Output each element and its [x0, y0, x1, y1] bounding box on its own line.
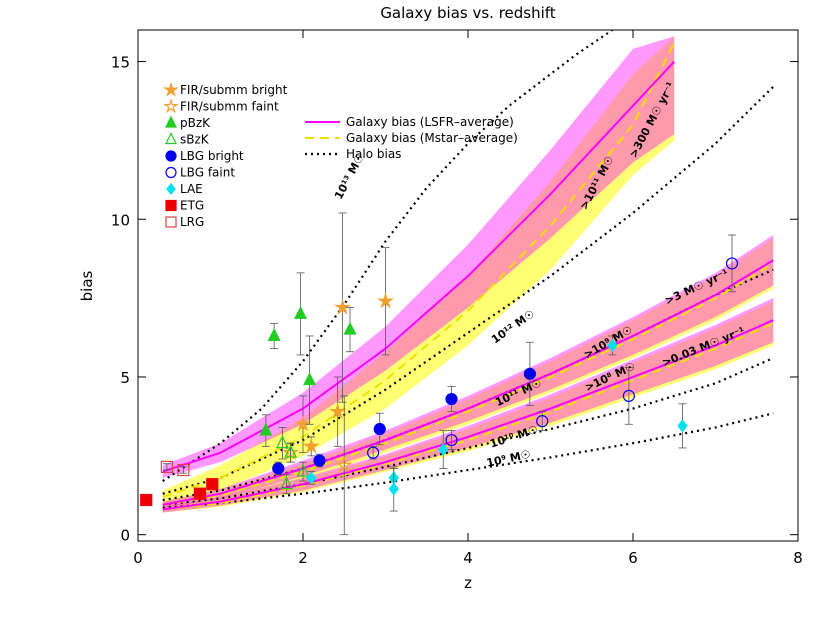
point	[677, 419, 688, 433]
point	[272, 462, 285, 475]
error-band	[162, 36, 675, 478]
point	[302, 437, 320, 454]
plot-area	[140, 30, 775, 536]
y-tick-label: 10	[111, 211, 130, 229]
point	[267, 328, 281, 341]
point	[259, 422, 273, 436]
y-tick-label: 0	[120, 527, 130, 545]
y-axis-label: bias	[78, 270, 96, 301]
point	[294, 305, 307, 319]
point	[438, 443, 449, 456]
legend-label: Galaxy bias (Mstar–average)	[346, 131, 518, 145]
curve	[162, 60, 675, 473]
curve	[162, 412, 774, 509]
point	[445, 433, 458, 447]
point	[280, 476, 293, 490]
curve	[162, 259, 774, 506]
point	[622, 389, 635, 403]
y-tick-label: 15	[111, 54, 130, 72]
legend-marker	[165, 166, 177, 179]
point	[329, 402, 347, 419]
point	[275, 435, 289, 449]
curve	[162, 357, 774, 506]
legend-marker	[165, 115, 177, 128]
point	[160, 460, 173, 473]
legend-label: pBzK	[180, 116, 211, 130]
point	[373, 422, 386, 436]
legend-marker	[165, 150, 177, 162]
legend-label: FIR/submm bright	[180, 83, 288, 97]
point	[343, 321, 357, 335]
point	[376, 292, 395, 309]
point	[725, 257, 739, 270]
point	[335, 456, 353, 473]
x-axis-label: z	[464, 574, 472, 592]
legend-label: FIR/submm faint	[180, 100, 279, 114]
point	[388, 482, 399, 496]
point	[445, 392, 458, 406]
point	[313, 454, 326, 467]
chart-title: Galaxy bias vs. redshift	[380, 4, 555, 22]
point	[303, 372, 317, 386]
x-tick-label: 4	[463, 549, 473, 567]
y-tick-label: 5	[120, 369, 130, 387]
point	[284, 444, 298, 458]
legend-label: Galaxy bias (LSFR–average)	[346, 115, 514, 129]
x-tick-label: 0	[133, 549, 143, 567]
point	[140, 493, 153, 507]
legend-label: Halo bias	[346, 147, 401, 161]
point	[607, 338, 618, 352]
legend-label: LBG faint	[180, 166, 235, 180]
annotation: 10⁹ M☉	[485, 448, 531, 470]
point	[367, 446, 380, 459]
legend-label: ETG	[180, 199, 204, 213]
curve	[162, 262, 774, 506]
legend-marker	[166, 183, 176, 195]
x-tick-label: 8	[793, 549, 803, 567]
point	[306, 471, 317, 485]
legend-marker	[165, 132, 177, 145]
point	[536, 415, 549, 428]
legend-marker	[163, 81, 179, 97]
legend-label: LRG	[180, 215, 204, 229]
point	[206, 478, 219, 491]
x-tick-label: 2	[298, 549, 308, 567]
curve	[162, 319, 774, 511]
point	[294, 415, 312, 432]
point	[334, 298, 352, 315]
x-tick-label: 6	[628, 549, 638, 567]
point	[523, 367, 536, 380]
point	[193, 487, 206, 500]
legend-label: LAE	[180, 182, 203, 196]
point	[296, 463, 310, 477]
legend-marker	[165, 216, 177, 228]
legend-marker	[165, 199, 177, 212]
legend-label: sBzK	[180, 133, 210, 147]
legend-marker	[163, 98, 179, 114]
point	[177, 463, 190, 477]
curve	[162, 42, 676, 498]
legend-label: LBG bright	[180, 149, 244, 163]
curve	[162, 322, 774, 511]
